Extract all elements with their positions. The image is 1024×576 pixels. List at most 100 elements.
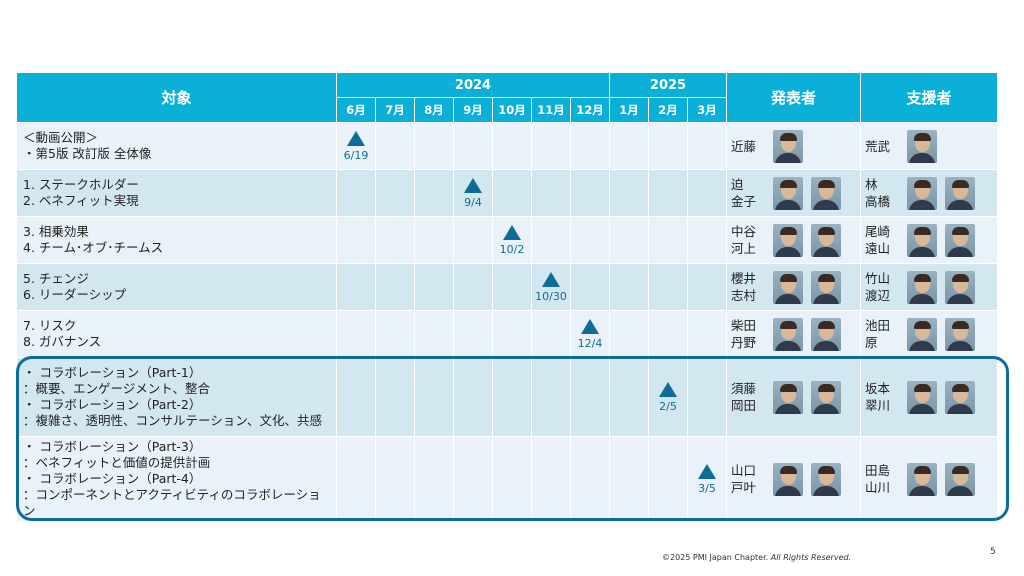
supporter-names: 竹山 渡辺 (865, 270, 901, 304)
topic-cell: 3. 相乗効果 4. チーム･オブ･チームス (16, 216, 337, 264)
month-cell (648, 436, 688, 522)
schedule-table: 対象 2024 2025 発表者 支援者 6月 7月 8月 9月 10月 11月 12月 1月… (16, 72, 999, 522)
presenter-name: 山口 (731, 463, 757, 478)
presenter-cell: 柴田 丹野 (726, 310, 862, 358)
person-photo (773, 129, 804, 163)
person-photo (773, 176, 804, 210)
month-cell: 9/4 (453, 169, 493, 217)
milestone-date: 10/2 (499, 242, 525, 256)
month-cell (453, 263, 493, 311)
header-presenter: 発表者 (726, 72, 862, 123)
month-cell (686, 263, 728, 311)
month-cell (336, 216, 376, 264)
month-header: 1月 (609, 97, 649, 123)
triangle-icon (464, 177, 482, 193)
month-cell: 2/5 (648, 357, 688, 437)
month-cell (686, 310, 728, 358)
topic-line: ：概要、エンゲージメント、整合 (23, 381, 211, 396)
supporter-cell: 尾崎 遠山 (860, 216, 999, 264)
presenter-name: 近藤 (731, 138, 757, 154)
month-cell (531, 122, 571, 170)
topic-line: ・ コラボレーション（Part-4） (23, 471, 202, 486)
milestone-marker: 3/5 (698, 463, 716, 495)
presenter-names: 須藤 岡田 (731, 380, 767, 414)
month-cell (686, 357, 728, 437)
month-cell (648, 216, 688, 264)
supporter-names: 尾崎 遠山 (865, 223, 901, 257)
topic-cell: 1. ステークホルダー 2. ベネフィット実現 (16, 169, 337, 217)
month-cell (531, 310, 571, 358)
month-cell (336, 310, 376, 358)
person-photo (811, 462, 842, 496)
supporter-name: 山川 (865, 480, 891, 495)
supporter-name: 翠川 (865, 398, 891, 413)
triangle-icon (541, 271, 560, 287)
month-cell (570, 169, 610, 217)
person-photo (907, 129, 938, 163)
supporter-names: 田島 山川 (865, 462, 901, 496)
milestone-marker: 9/4 (464, 177, 482, 209)
topic-line: 8. ガバナンス (23, 334, 102, 349)
triangle-icon (502, 224, 521, 240)
supporter-name: 原 (865, 335, 878, 350)
month-header: 7月 (375, 97, 415, 123)
person-photo (945, 223, 976, 257)
month-header: 10月 (492, 97, 532, 123)
topic-line: ・ コラボレーション（Part-1） (23, 365, 202, 380)
header-year-2025: 2025 (608, 72, 728, 98)
schedule-row: ・ コラボレーション（Part-1） ：概要、エンゲージメント、整合・ コラボレー… (16, 357, 999, 437)
topic-line: 4. チーム･オブ･チームス (23, 240, 164, 255)
person-photo (907, 176, 938, 210)
person-photo (945, 176, 976, 210)
topic-cell: 5. チェンジ 6. リーダーシップ (16, 263, 337, 311)
month-cell (336, 357, 376, 437)
supporter-name: 荒武 (865, 138, 891, 154)
milestone-marker: 2/5 (659, 381, 677, 413)
person-photo (773, 462, 804, 496)
presenter-names: 中谷 河上 (731, 223, 767, 257)
topic-line: 1. ステークホルダー (23, 177, 139, 192)
month-cell (609, 216, 649, 264)
month-cell (648, 169, 688, 217)
person-photo (811, 223, 842, 257)
presenter-cell: 近藤 (726, 122, 862, 170)
month-cell: 10/30 (531, 263, 571, 311)
month-cell (375, 436, 415, 522)
topic-line: ・ コラボレーション（Part-3） (23, 439, 202, 454)
presenter-names: 柴田 丹野 (731, 317, 767, 351)
month-cell (570, 122, 610, 170)
presenter-names: 山口 戸叶 (731, 462, 767, 496)
supporter-name: 林 (865, 177, 878, 192)
topic-line: ＜動画公開＞ (23, 130, 99, 145)
presenter-name: 須藤 (731, 381, 757, 396)
header-target: 対象 (16, 72, 337, 123)
person-photo (907, 223, 938, 257)
milestone-date: 3/5 (698, 481, 716, 495)
topic-line: 3. 相乗効果 (23, 224, 89, 239)
month-cell (453, 357, 493, 437)
month-cell (609, 263, 649, 311)
presenter-name: 金子 (731, 194, 757, 209)
month-cell (492, 169, 532, 217)
month-cell (686, 216, 728, 264)
milestone-date: 10/30 (535, 289, 567, 303)
milestone-marker: 10/30 (535, 271, 567, 303)
topic-line: 5. チェンジ (23, 271, 89, 286)
month-cell (336, 436, 376, 522)
presenter-name: 志村 (731, 288, 757, 303)
supporter-cell: 田島 山川 (860, 436, 999, 522)
month-cell (453, 310, 493, 358)
month-cell (570, 263, 610, 311)
person-photo (811, 380, 842, 414)
person-photo (945, 317, 976, 351)
supporter-name: 竹山 (865, 271, 891, 286)
month-header: 9月 (453, 97, 493, 123)
milestone-date: 6/19 (343, 148, 369, 162)
month-cell (531, 436, 571, 522)
month-cell (492, 310, 532, 358)
month-header: 2月 (648, 97, 688, 123)
topic-cell: ・ コラボレーション（Part-1） ：概要、エンゲージメント、整合・ コラボレー… (16, 357, 337, 437)
header-supporter: 支援者 (860, 72, 999, 123)
presenter-name: 柴田 (731, 318, 757, 333)
triangle-icon (659, 381, 677, 397)
